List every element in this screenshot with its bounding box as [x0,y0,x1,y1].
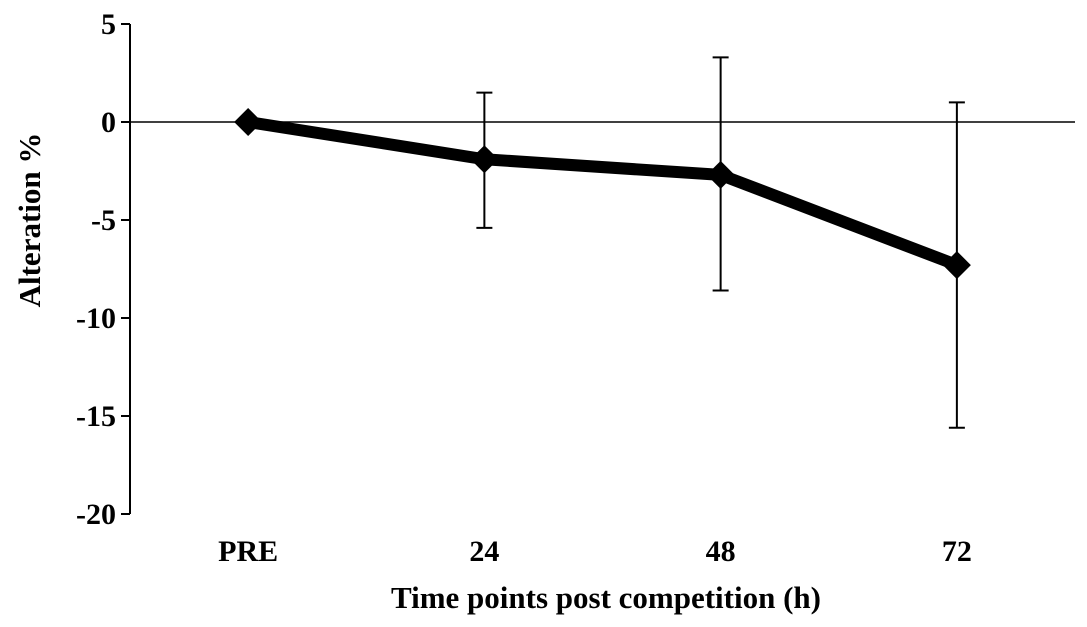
y-tick-label: 0 [101,106,116,139]
x-tick-label: PRE [218,535,278,568]
y-tick-label: -15 [76,400,116,433]
y-tick-label: -20 [76,498,116,531]
data-point [234,108,263,136]
series [234,108,971,280]
data-point [942,251,971,280]
data-point [470,145,499,174]
series-line [242,116,963,272]
y-axis-title: Alteration % [12,133,47,308]
y-tick-label: -5 [91,204,116,237]
x-axis-title: Time points post competition (h) [391,580,821,615]
x-tick-label: 24 [469,535,499,568]
y-tick-label: 5 [101,8,116,41]
data-point [706,160,735,189]
x-tick-label: 72 [942,535,972,568]
x-tick-label: 48 [706,535,736,568]
y-tick-label: -10 [76,302,116,335]
x-axis: PRE 24 48 72 [130,121,1075,568]
y-axis: 5 0 -5 -10 -15 -20 [76,8,131,531]
